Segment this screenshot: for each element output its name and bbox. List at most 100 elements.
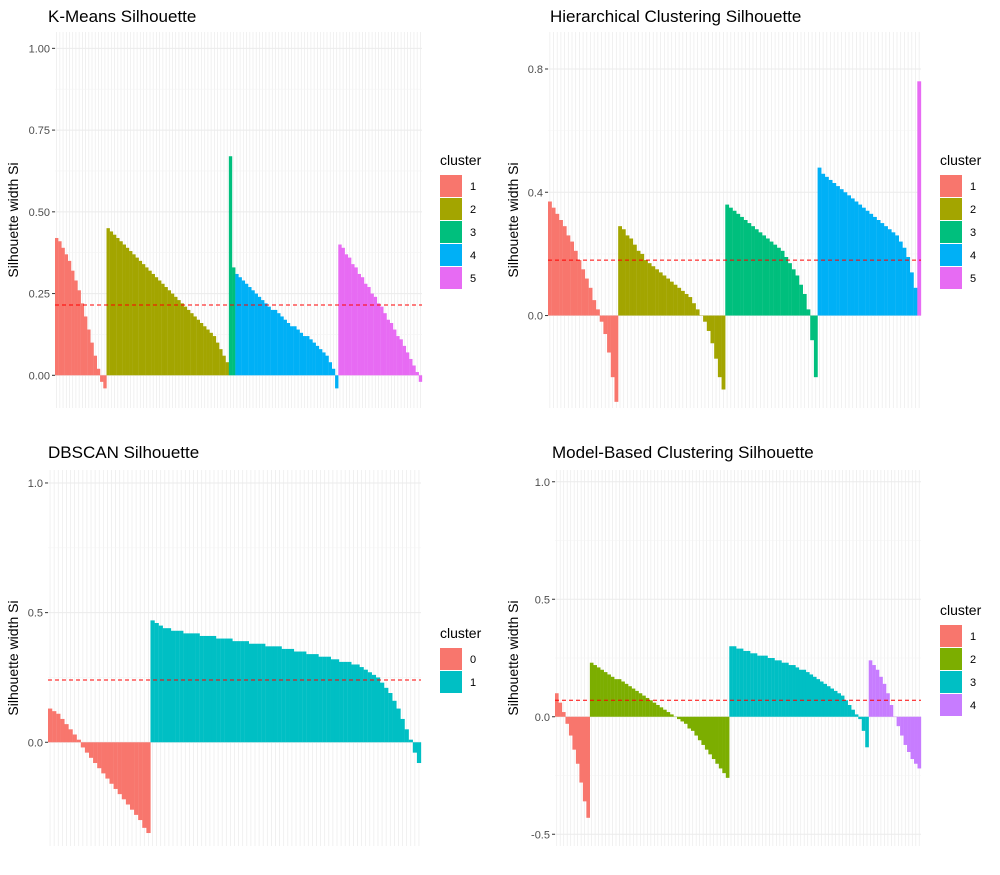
bar-cluster-0 (80, 742, 86, 748)
legend-label: 4 (970, 250, 976, 262)
bar-cluster-3 (799, 669, 803, 717)
bar-cluster-0 (64, 724, 69, 743)
y-tick-label: 0.8 (528, 64, 543, 76)
bar-cluster-1 (579, 716, 584, 783)
bar-cluster-1 (330, 659, 336, 743)
bar-cluster-2 (212, 336, 217, 376)
bar-cluster-1 (555, 693, 559, 717)
bar-cluster-1 (396, 708, 401, 743)
legend-label: 3 (470, 227, 476, 239)
bar-cluster-1 (363, 669, 368, 743)
bar-cluster-5 (373, 296, 378, 376)
bar-cluster-3 (854, 714, 859, 717)
bar-cluster-3 (780, 250, 785, 316)
bar-cluster-2 (680, 290, 685, 316)
bar-cluster-2 (710, 315, 715, 344)
bar-cluster-4 (917, 716, 922, 769)
y-axis-title: Silhouette width Si (505, 162, 521, 277)
bar-cluster-3 (769, 241, 774, 316)
bar-cluster-2 (708, 716, 713, 755)
bar-cluster-2 (132, 254, 136, 376)
bar-cluster-4 (335, 375, 339, 389)
bar-cluster-5 (344, 254, 349, 376)
bar-cluster-1 (555, 213, 560, 316)
bar-cluster-2 (177, 300, 181, 376)
bar-cluster-4 (322, 352, 326, 376)
bar-cluster-4 (325, 355, 329, 376)
bar-cluster-1 (404, 729, 409, 743)
bar-cluster-1 (302, 651, 307, 743)
bar-cluster-2 (697, 716, 702, 741)
bar-cluster-1 (93, 355, 98, 376)
bar-cluster-4 (296, 329, 300, 376)
bar-cluster-3 (819, 681, 824, 717)
bar-cluster-1 (310, 654, 315, 743)
bars (548, 81, 922, 402)
bar-cluster-3 (809, 674, 814, 717)
bar-cluster-1 (191, 633, 196, 743)
bar-cluster-0 (113, 742, 118, 789)
bar-cluster-1 (252, 643, 258, 743)
bar-cluster-2 (145, 267, 149, 376)
bar-cluster-1 (551, 207, 556, 316)
bar-cluster-2 (647, 263, 652, 316)
bar-cluster-3 (736, 213, 741, 316)
bar-cluster-3 (788, 263, 792, 316)
bar-cluster-1 (408, 739, 413, 743)
bar-cluster-3 (788, 665, 793, 717)
bar-cluster-1 (150, 620, 155, 743)
bar-cluster-5 (393, 329, 397, 376)
bar-cluster-2 (718, 716, 723, 769)
bar-cluster-4 (283, 319, 287, 376)
bar-cluster-1 (334, 659, 340, 743)
legend-key-cluster-5 (440, 267, 462, 289)
bar-cluster-3 (739, 648, 744, 717)
bar-cluster-1 (71, 270, 75, 376)
bar-cluster-1 (80, 303, 85, 376)
bar-cluster-2 (683, 716, 688, 724)
bar-cluster-2 (603, 672, 608, 717)
bar-cluster-1 (565, 716, 570, 724)
bar-cluster-2 (695, 309, 700, 316)
bar-cluster-5 (347, 257, 352, 376)
y-tick-label: 0.0 (535, 712, 550, 724)
legend-key-cluster-0 (440, 648, 462, 670)
bar-cluster-4 (887, 229, 892, 316)
bar-cluster-2 (658, 272, 663, 316)
bar-cluster-2 (618, 226, 623, 316)
bar-cluster-2 (688, 297, 693, 316)
bar-cluster-4 (277, 313, 281, 376)
bar-cluster-5 (917, 81, 922, 316)
bar-cluster-4 (251, 290, 255, 376)
bar-cluster-4 (889, 705, 894, 717)
bar-cluster-3 (757, 655, 761, 717)
bar-cluster-4 (858, 204, 863, 316)
bar-cluster-3 (810, 315, 815, 341)
bar-cluster-1 (58, 241, 62, 376)
bar-cluster-4 (843, 192, 848, 316)
bar-cluster-4 (331, 368, 336, 376)
bar-cluster-2 (209, 332, 213, 376)
bar-cluster-4 (244, 283, 249, 376)
bar-cluster-3 (725, 204, 730, 316)
bar-cluster-3 (753, 653, 758, 717)
bar-cluster-1 (96, 368, 101, 376)
bar-cluster-3 (813, 315, 818, 378)
bar-cluster-1 (412, 742, 418, 753)
bar-cluster-2 (659, 707, 664, 717)
y-tick-label: 1.0 (535, 477, 550, 489)
bar-cluster-1 (273, 646, 278, 743)
bar-cluster-3 (732, 646, 737, 717)
bar-cluster-1 (351, 664, 356, 743)
bar-cluster-4 (907, 716, 911, 752)
bar-cluster-3 (861, 716, 866, 731)
bar-cluster-3 (806, 309, 811, 316)
bar-cluster-2 (596, 667, 601, 717)
bar-cluster-0 (68, 729, 73, 743)
bar-cluster-2 (109, 231, 114, 376)
bar-cluster-3 (765, 238, 770, 316)
bar-cluster-1 (322, 656, 327, 743)
bar-cluster-2 (704, 716, 709, 750)
y-tick-label: 0.4 (528, 187, 543, 199)
bar-cluster-2 (655, 269, 659, 316)
